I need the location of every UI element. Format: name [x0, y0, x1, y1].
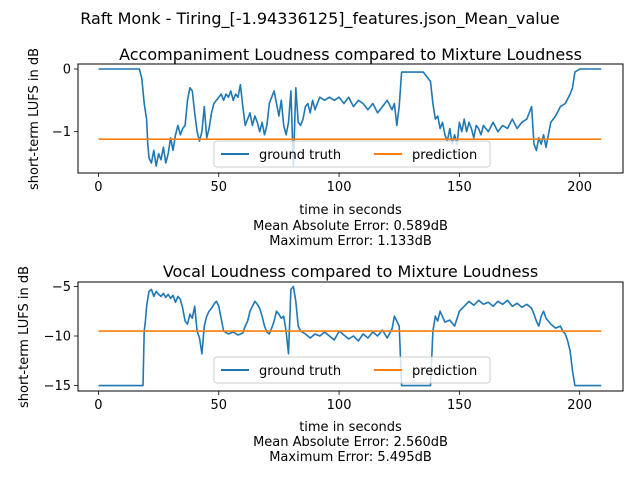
legend-box	[213, 140, 491, 168]
x-tick-label: 0	[94, 180, 102, 195]
axes-frame	[77, 63, 624, 174]
y-axis-label: short-term LUFS in dB	[17, 266, 32, 408]
maximum-error: Maximum Error: 1.133dB	[269, 234, 432, 249]
accompaniment-chart: Accompaniment Loudness compared to Mixtu…	[27, 45, 624, 249]
x-tick-label: 200	[567, 398, 592, 413]
mean-absolute-error: Mean Absolute Error: 2.560dB	[253, 435, 448, 450]
axes-frame	[77, 281, 624, 392]
vocal-chart: Vocal Loudness compared to Mixture Loudn…	[17, 262, 624, 465]
x-tick-label: 50	[210, 180, 227, 195]
maximum-error: Maximum Error: 5.495dB	[269, 450, 432, 465]
legend-label-ground-truth: ground truth	[259, 148, 341, 163]
y-axis-label: short-term LUFS in dB	[27, 48, 42, 190]
x-axis-label: time in seconds	[299, 203, 402, 218]
y-axis: −5 −10 −15	[44, 280, 78, 394]
x-axis: 0 50 100 150 200	[94, 391, 592, 413]
x-tick-label: 50	[210, 398, 227, 413]
y-tick-label: −1	[52, 125, 71, 140]
plot-area	[98, 68, 602, 167]
figure-suptitle: Raft Monk - Tiring_[-1.94336125]_feature…	[80, 9, 559, 29]
y-tick-label: −10	[44, 330, 71, 345]
legend-box	[213, 356, 491, 384]
legend-label-ground-truth: ground truth	[259, 364, 341, 379]
x-tick-label: 0	[94, 398, 102, 413]
series-line-ground-truth	[98, 285, 602, 387]
legend-label-prediction: prediction	[412, 148, 477, 163]
x-tick-label: 150	[447, 398, 472, 413]
x-tick-label: 100	[327, 398, 352, 413]
legend-label-prediction: prediction	[412, 364, 477, 379]
y-tick-label: 0	[63, 63, 71, 78]
y-tick-label: −5	[52, 280, 71, 295]
y-axis: 0 −1	[52, 63, 78, 140]
mean-absolute-error: Mean Absolute Error: 0.589dB	[253, 219, 448, 234]
x-axis: 0 50 100 150 200	[94, 173, 592, 195]
chart-title: Accompaniment Loudness compared to Mixtu…	[119, 45, 582, 64]
plot-area	[98, 285, 602, 387]
y-tick-label: −15	[44, 379, 71, 394]
legend: ground truth prediction	[213, 140, 491, 168]
legend: ground truth prediction	[213, 356, 491, 384]
x-tick-label: 150	[447, 180, 472, 195]
x-axis-label: time in seconds	[299, 420, 402, 435]
x-tick-label: 200	[567, 180, 592, 195]
series-line-ground-truth	[98, 68, 602, 167]
x-tick-label: 100	[327, 180, 352, 195]
chart-title: Vocal Loudness compared to Mixture Loudn…	[163, 262, 538, 281]
